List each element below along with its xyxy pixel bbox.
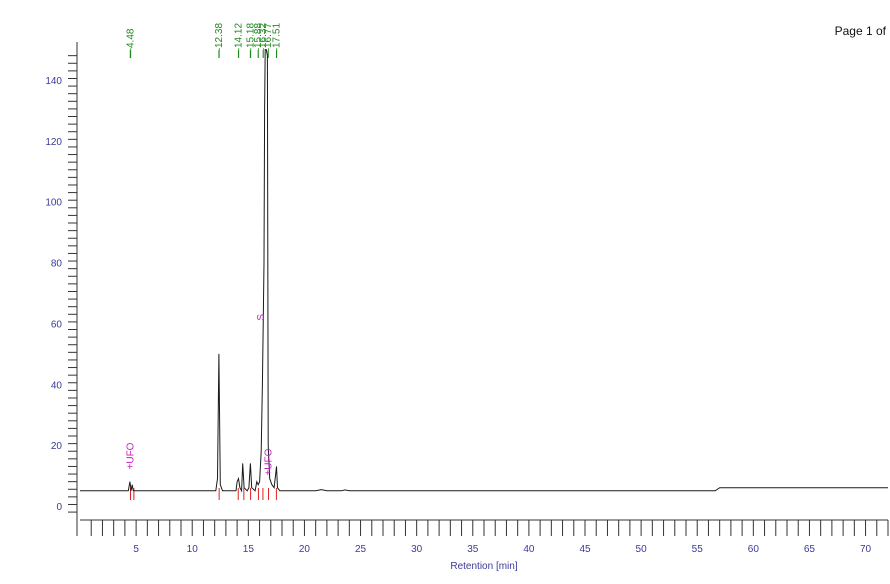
peak-retention-label: —14.12 bbox=[233, 23, 244, 58]
y-tick-label: 140 bbox=[45, 76, 62, 87]
x-tick-label: 20 bbox=[299, 544, 311, 555]
peak-retention-label: —15.18 bbox=[245, 23, 256, 58]
x-tick-label: 60 bbox=[748, 544, 760, 555]
y-tick-label: 0 bbox=[56, 502, 62, 513]
x-tick-label: 55 bbox=[692, 544, 704, 555]
peak-annotation: S bbox=[256, 314, 267, 321]
y-tick-label: 120 bbox=[45, 137, 62, 148]
x-tick-label: 50 bbox=[636, 544, 648, 555]
x-tick-label: 65 bbox=[804, 544, 816, 555]
y-tick-label: 80 bbox=[51, 259, 63, 270]
x-tick-label: 30 bbox=[411, 544, 423, 555]
x-tick-label: 25 bbox=[355, 544, 367, 555]
ufo-annotation: +UFO bbox=[264, 448, 275, 475]
x-tick-label: 10 bbox=[187, 544, 199, 555]
x-axis-title: Retention [min] bbox=[450, 561, 517, 572]
x-tick-label: 45 bbox=[579, 544, 591, 555]
ufo-annotation: +UFO bbox=[126, 442, 137, 469]
peak-retention-label: —12.38 bbox=[214, 23, 225, 58]
y-tick-label: 100 bbox=[45, 198, 62, 209]
x-tick-label: 5 bbox=[133, 544, 139, 555]
peak-retention-label: —16.32 bbox=[258, 23, 269, 58]
x-tick-label: 40 bbox=[523, 544, 535, 555]
page-number-label: Page 1 of bbox=[834, 24, 886, 38]
y-tick-label: 60 bbox=[51, 319, 63, 330]
peak-retention-label: —15.88 bbox=[253, 23, 264, 58]
y-tick-label: 40 bbox=[51, 380, 63, 391]
chromatogram-trace bbox=[80, 49, 888, 493]
x-tick-label: 35 bbox=[467, 544, 479, 555]
peak-retention-label: —4.48 bbox=[125, 28, 136, 58]
y-tick-label: 20 bbox=[51, 441, 63, 452]
x-tick-label: 70 bbox=[860, 544, 872, 555]
peak-retention-label: —16.77 bbox=[263, 23, 274, 58]
x-tick-label: 15 bbox=[243, 544, 255, 555]
peak-retention-label: —17.51 bbox=[272, 23, 283, 58]
